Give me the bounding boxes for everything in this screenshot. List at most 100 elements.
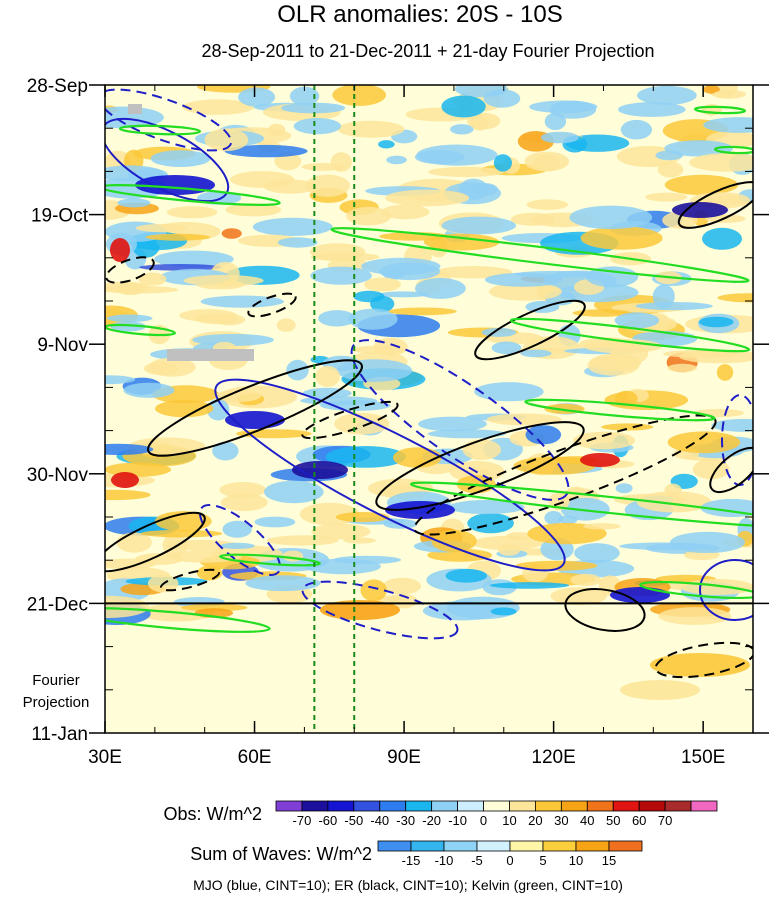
y-tick-label: 11-Jan <box>31 724 88 745</box>
waves-legend-swatch <box>509 840 544 852</box>
kelvin-contour <box>105 607 271 633</box>
anomaly-cell <box>254 516 296 528</box>
kelvin-contour <box>118 124 202 136</box>
anomaly-cell <box>181 603 248 612</box>
obs-legend-swatch <box>483 800 510 812</box>
anomaly-cell <box>200 295 284 308</box>
anomaly-cell <box>570 573 602 587</box>
anomaly-cell <box>713 89 746 99</box>
anomaly-cell <box>702 85 720 94</box>
anomaly-cell <box>524 151 570 172</box>
anomaly-cell <box>645 192 688 202</box>
anomaly-cell <box>195 313 239 325</box>
anomaly-cell <box>491 341 522 355</box>
obs-legend-level-label: 40 <box>580 813 594 828</box>
anomaly-cell <box>105 285 179 294</box>
anomaly-cell <box>418 416 487 432</box>
anomaly-cell <box>680 579 753 595</box>
anomaly-cell <box>655 150 684 161</box>
anomaly-cell <box>182 99 255 115</box>
anomaly-cell <box>378 291 429 298</box>
anomaly-cell <box>620 119 653 140</box>
anomaly-cell <box>378 140 395 149</box>
kelvin-contour <box>524 398 716 422</box>
anomaly-cell <box>388 307 457 316</box>
waves-legend-swatch <box>410 840 445 852</box>
waves-legend-level-label: -5 <box>471 853 483 868</box>
obs-legend-swatch <box>405 800 433 812</box>
missing-data <box>128 104 142 114</box>
anomaly-cell <box>560 497 610 521</box>
anomaly-cell <box>448 500 525 515</box>
x-tick-label: 90E <box>387 747 421 768</box>
anomaly-cell <box>618 102 686 117</box>
y-tick-label: 19-Oct <box>31 206 89 227</box>
anomaly-cell <box>105 462 171 477</box>
anomaly-cell <box>267 123 286 136</box>
anomaly-cell <box>445 568 488 583</box>
anomaly-cell <box>589 353 642 372</box>
anomaly-cell <box>150 150 211 168</box>
anomaly-cell <box>105 489 151 501</box>
anomaly-cell <box>520 349 552 358</box>
obs-legend-swatch <box>560 800 588 812</box>
anomaly-cell <box>310 266 372 285</box>
anomaly-cell <box>658 607 732 625</box>
anomaly-cell <box>135 553 184 565</box>
anomaly-cell <box>154 250 234 268</box>
anomaly-cell <box>580 226 663 250</box>
chart-subtitle: 28-Sep-2011 to 21-Dec-2011 + 21-day Four… <box>201 41 654 61</box>
anomaly-cell <box>699 316 734 328</box>
anomaly-cell <box>135 224 187 233</box>
x-tick-label: 120E <box>531 747 575 768</box>
anomaly-cell <box>527 522 607 545</box>
anomaly-cell <box>381 204 430 220</box>
waves-legend-label: Sum of Waves: W/m^2 <box>190 844 372 864</box>
anomaly-cell <box>264 480 324 504</box>
anomaly-cell <box>139 264 222 271</box>
anomaly-cell <box>309 243 366 261</box>
anomaly-cell <box>702 227 742 250</box>
anomaly-cell <box>635 302 713 311</box>
anomaly-cell <box>263 179 317 194</box>
anomaly-cell <box>667 363 698 373</box>
waves-legend-level-label: -15 <box>402 853 421 868</box>
anomaly-cell <box>225 203 282 217</box>
anomaly-cell <box>266 535 339 546</box>
anomaly-cell <box>614 312 660 329</box>
er-contour <box>474 299 586 361</box>
anomaly-core <box>320 600 400 620</box>
anomaly-cell <box>574 543 620 563</box>
anomaly-cell <box>670 531 745 554</box>
anomaly-cell <box>414 150 465 165</box>
anomaly-cell <box>311 523 371 540</box>
anomaly-cell <box>489 582 570 589</box>
anomaly-cell <box>364 277 401 292</box>
obs-legend: Obs: W/m^2 -70 -60 -50 -40 -30 -20 -10 0 10 20 30 4… <box>164 800 718 828</box>
anomaly-core <box>580 453 620 467</box>
waves-legend-level-label: -10 <box>435 853 454 868</box>
anomaly-core <box>672 202 728 218</box>
anomaly-cell <box>206 398 230 421</box>
anomaly-core <box>610 587 670 603</box>
anomaly-cell <box>219 482 267 498</box>
anomaly-cell <box>105 443 154 455</box>
obs-legend-level-label: -30 <box>396 813 415 828</box>
obs-legend-level-label: 10 <box>502 813 516 828</box>
anomaly-cell <box>353 290 385 303</box>
kelvin-contour <box>639 580 753 600</box>
kelvin-contour <box>713 145 753 155</box>
anomaly-cell <box>148 357 196 377</box>
anomaly-cell <box>138 272 167 286</box>
obs-legend-swatch <box>431 800 458 812</box>
er-contour <box>159 568 221 592</box>
obs-legend-level-label: -40 <box>370 813 389 828</box>
anomaly-cell <box>315 365 340 387</box>
er-contour <box>301 400 399 440</box>
anomaly-cell <box>335 511 390 523</box>
anomaly-cell <box>497 543 521 556</box>
anomaly-cell <box>154 511 212 532</box>
obs-legend-level-label: 50 <box>606 813 620 828</box>
anomaly-cell <box>428 166 505 177</box>
